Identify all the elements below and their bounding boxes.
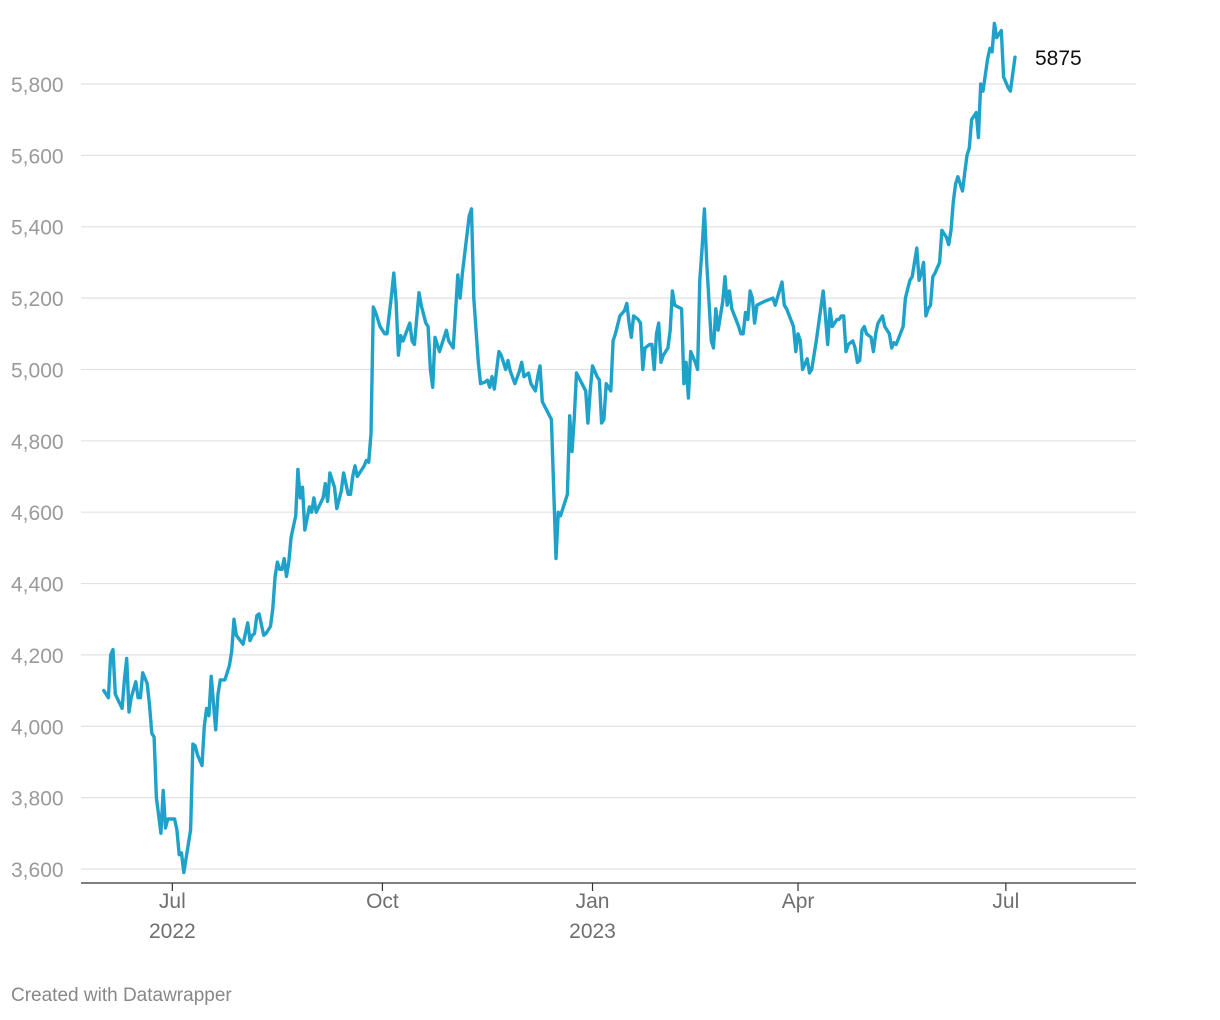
y-tick-label: 5,200: [11, 288, 64, 311]
x-tick-year-label: 2022: [149, 920, 196, 943]
datawrapper-credit: Created with Datawrapper: [11, 985, 232, 1006]
y-tick-label: 3,600: [11, 859, 64, 882]
y-axis: 3,600 3,800 4,000 4,200 4,400 4,600 4,800 5,000…: [11, 74, 64, 882]
series-line: [102, 21, 1017, 875]
end-value-label: 5875: [1035, 47, 1082, 70]
x-axis-labels: Jul 2022 Oct Jan 2023 Apr Jul: [149, 890, 1019, 943]
y-tick-label: 5,400: [11, 217, 64, 240]
y-tick-label: 5,800: [11, 74, 64, 97]
y-tick-label: 5,000: [11, 359, 64, 382]
y-tick-label: 4,000: [11, 716, 64, 739]
y-tick-label: 5,600: [11, 145, 64, 168]
y-tick-label: 4,400: [11, 574, 64, 597]
x-axis: [81, 882, 1136, 891]
y-tick-label: 4,800: [11, 431, 64, 454]
x-tick-label: Oct: [366, 890, 399, 913]
x-tick-label: Jan: [576, 890, 610, 913]
gridlines: [81, 83, 1136, 870]
x-tick-label: Apr: [782, 890, 815, 913]
y-tick-label: 3,800: [11, 788, 64, 811]
annotations: 5875: [1035, 47, 1082, 70]
x-tick-label: Jul: [159, 890, 186, 913]
y-tick-label: 4,600: [11, 502, 64, 525]
x-tick-year-label: 2023: [569, 920, 616, 943]
y-tick-label: 4,200: [11, 645, 64, 668]
x-tick-label: Jul: [992, 890, 1019, 913]
series: [102, 21, 1017, 875]
